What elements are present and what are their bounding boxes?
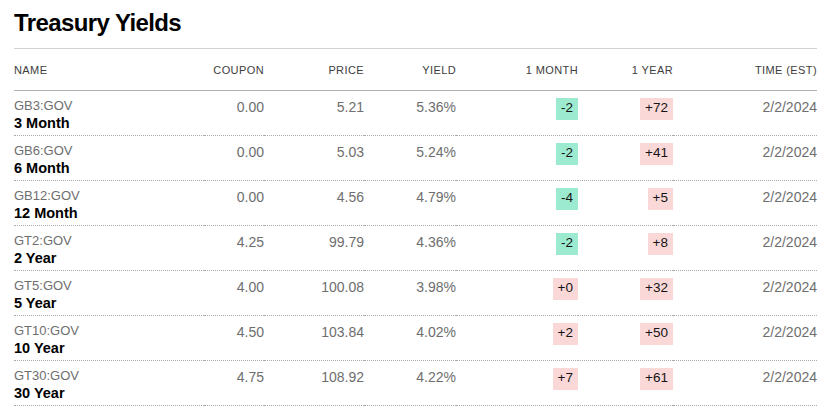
table-row: GB3:GOV 3 Month 0.00 5.21 5.36% -2 +72 2… <box>14 91 817 136</box>
change-1month-cell: +7 <box>456 361 578 406</box>
change-1year-cell: +61 <box>578 361 673 406</box>
time-cell: 2/2/2024 <box>673 361 817 406</box>
ticker-link[interactable]: GB3:GOV <box>14 99 204 114</box>
yield-cell: 4.22% <box>364 361 456 406</box>
time-cell: 2/2/2024 <box>673 91 817 136</box>
coupon-cell: 4.75 <box>204 361 264 406</box>
yield-cell: 3.98% <box>364 271 456 316</box>
maturity-label: 3 Month <box>14 115 204 132</box>
time-cell: 2/2/2024 <box>673 316 817 361</box>
table-row: GT10:GOV 10 Year 4.50 103.84 4.02% +2 +5… <box>14 316 817 361</box>
change-1month-badge: -2 <box>556 98 578 120</box>
change-1year-cell: +72 <box>578 91 673 136</box>
maturity-label: 2 Year <box>14 250 204 267</box>
yield-cell: 4.36% <box>364 226 456 271</box>
name-cell: GT10:GOV 10 Year <box>14 316 204 361</box>
name-cell: GT2:GOV 2 Year <box>14 226 204 271</box>
change-1year-badge: +32 <box>640 278 673 300</box>
price-cell: 5.03 <box>264 136 364 181</box>
name-cell: GT30:GOV 30 Year <box>14 361 204 406</box>
ticker-link[interactable]: GB12:GOV <box>14 189 204 204</box>
change-1month-cell: +0 <box>456 271 578 316</box>
change-1month-badge: -2 <box>556 233 578 255</box>
change-1year-cell: +8 <box>578 226 673 271</box>
treasury-yields-table: NAME COUPON PRICE YIELD 1 MONTH 1 YEAR T… <box>14 48 817 406</box>
column-header-time: TIME (EST) <box>673 49 817 91</box>
change-1year-cell: +5 <box>578 181 673 226</box>
ticker-link[interactable]: GT2:GOV <box>14 234 204 249</box>
maturity-label: 10 Year <box>14 340 204 357</box>
change-1year-cell: +32 <box>578 271 673 316</box>
column-header-1year: 1 YEAR <box>578 49 673 91</box>
column-header-1month: 1 MONTH <box>456 49 578 91</box>
table-row: GT5:GOV 5 Year 4.00 100.08 3.98% +0 +32 … <box>14 271 817 316</box>
yield-cell: 5.24% <box>364 136 456 181</box>
maturity-label: 6 Month <box>14 160 204 177</box>
change-1year-cell: +50 <box>578 316 673 361</box>
price-cell: 99.79 <box>264 226 364 271</box>
column-header-name: NAME <box>14 49 204 91</box>
table-row: GT30:GOV 30 Year 4.75 108.92 4.22% +7 +6… <box>14 361 817 406</box>
change-1month-cell: -2 <box>456 226 578 271</box>
change-1month-badge: -2 <box>556 143 578 165</box>
ticker-link[interactable]: GT5:GOV <box>14 279 204 294</box>
coupon-cell: 4.25 <box>204 226 264 271</box>
yield-cell: 4.02% <box>364 316 456 361</box>
change-1year-badge: +41 <box>640 143 673 165</box>
column-header-price: PRICE <box>264 49 364 91</box>
name-cell: GB6:GOV 6 Month <box>14 136 204 181</box>
change-1month-badge: +2 <box>553 323 578 345</box>
coupon-cell: 4.50 <box>204 316 264 361</box>
change-1month-badge: +7 <box>553 368 578 390</box>
change-1year-badge: +5 <box>648 188 673 210</box>
table-row: GB12:GOV 12 Month 0.00 4.56 4.79% -4 +5 … <box>14 181 817 226</box>
change-1month-cell: -2 <box>456 136 578 181</box>
coupon-cell: 0.00 <box>204 91 264 136</box>
name-cell: GB12:GOV 12 Month <box>14 181 204 226</box>
price-cell: 100.08 <box>264 271 364 316</box>
name-cell: GB3:GOV 3 Month <box>14 91 204 136</box>
maturity-label: 12 Month <box>14 205 204 222</box>
change-1month-badge: -4 <box>556 188 578 210</box>
page-title: Treasury Yields <box>14 0 817 48</box>
change-1year-badge: +61 <box>640 368 673 390</box>
table-row: GB6:GOV 6 Month 0.00 5.03 5.24% -2 +41 2… <box>14 136 817 181</box>
column-header-coupon: COUPON <box>204 49 264 91</box>
name-cell: GT5:GOV 5 Year <box>14 271 204 316</box>
time-cell: 2/2/2024 <box>673 136 817 181</box>
column-header-yield: YIELD <box>364 49 456 91</box>
yield-cell: 4.79% <box>364 181 456 226</box>
change-1month-cell: -4 <box>456 181 578 226</box>
price-cell: 103.84 <box>264 316 364 361</box>
ticker-link[interactable]: GT30:GOV <box>14 369 204 384</box>
table-header-row: NAME COUPON PRICE YIELD 1 MONTH 1 YEAR T… <box>14 49 817 91</box>
time-cell: 2/2/2024 <box>673 181 817 226</box>
coupon-cell: 0.00 <box>204 181 264 226</box>
coupon-cell: 0.00 <box>204 136 264 181</box>
table-row: GT2:GOV 2 Year 4.25 99.79 4.36% -2 +8 2/… <box>14 226 817 271</box>
change-1year-badge: +8 <box>648 233 673 255</box>
time-cell: 2/2/2024 <box>673 226 817 271</box>
maturity-label: 30 Year <box>14 385 204 402</box>
treasury-yields-widget: Treasury Yields NAME COUPON PRICE YIELD … <box>0 0 829 406</box>
price-cell: 4.56 <box>264 181 364 226</box>
price-cell: 5.21 <box>264 91 364 136</box>
maturity-label: 5 Year <box>14 295 204 312</box>
ticker-link[interactable]: GB6:GOV <box>14 144 204 159</box>
change-1year-cell: +41 <box>578 136 673 181</box>
ticker-link[interactable]: GT10:GOV <box>14 324 204 339</box>
change-1year-badge: +50 <box>640 323 673 345</box>
yield-cell: 5.36% <box>364 91 456 136</box>
change-1year-badge: +72 <box>640 98 673 120</box>
coupon-cell: 4.00 <box>204 271 264 316</box>
change-1month-cell: +2 <box>456 316 578 361</box>
price-cell: 108.92 <box>264 361 364 406</box>
time-cell: 2/2/2024 <box>673 271 817 316</box>
change-1month-badge: +0 <box>553 278 578 300</box>
change-1month-cell: -2 <box>456 91 578 136</box>
